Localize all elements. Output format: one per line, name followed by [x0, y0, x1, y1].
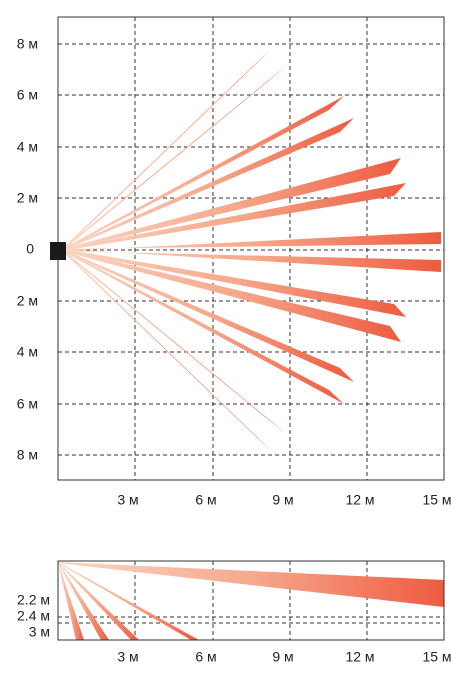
beam	[62, 249, 286, 434]
y-label: 2 м	[17, 190, 38, 206]
sensor	[50, 242, 66, 260]
cover	[0, 641, 451, 680]
x-label: 3 м	[117, 492, 138, 508]
beam	[58, 562, 444, 607]
y-label: 0	[26, 241, 34, 257]
beam	[62, 232, 441, 251]
x-label: 12 м	[345, 649, 374, 665]
beam	[62, 249, 441, 272]
y-label: 8 м	[17, 36, 38, 52]
beam	[62, 158, 401, 251]
beam	[62, 249, 401, 342]
beam	[62, 183, 406, 251]
beam	[62, 249, 271, 451]
height-label: 3 м	[29, 624, 50, 640]
y-label: 6 м	[17, 87, 38, 103]
x-label: 12 м	[345, 492, 374, 508]
y-label: 2 м	[17, 293, 38, 309]
beam	[62, 66, 286, 251]
x-label: 3 м	[117, 649, 138, 665]
height-label: 2.2 м	[17, 592, 50, 608]
y-label: 4 м	[17, 139, 38, 155]
beam	[58, 562, 199, 640]
beam	[62, 249, 344, 404]
top-view: 8 м 6 м 4 м 2 м 0 2 м 4 м 6 м 8 м 3 м 6 м 9 м 12 м 15…	[17, 16, 451, 508]
frame	[57, 16, 445, 481]
beam	[58, 562, 84, 640]
beam	[62, 96, 344, 251]
beam	[62, 49, 271, 251]
height-label: 2.4 м	[17, 608, 50, 624]
beam	[62, 249, 354, 382]
x-label: 6 м	[195, 649, 216, 665]
x-label: 9 м	[272, 492, 293, 508]
x-label: 9 м	[272, 649, 293, 665]
frame	[57, 560, 445, 641]
x-label: 6 м	[195, 492, 216, 508]
x-label: 15 м	[422, 492, 451, 508]
beam	[58, 562, 109, 640]
beam	[62, 118, 354, 251]
x-label: 15 м	[422, 649, 451, 665]
y-label: 8 м	[17, 447, 38, 463]
beam	[62, 249, 406, 317]
y-label: 4 м	[17, 344, 38, 360]
y-label: 6 м	[17, 396, 38, 412]
beam	[58, 562, 139, 640]
